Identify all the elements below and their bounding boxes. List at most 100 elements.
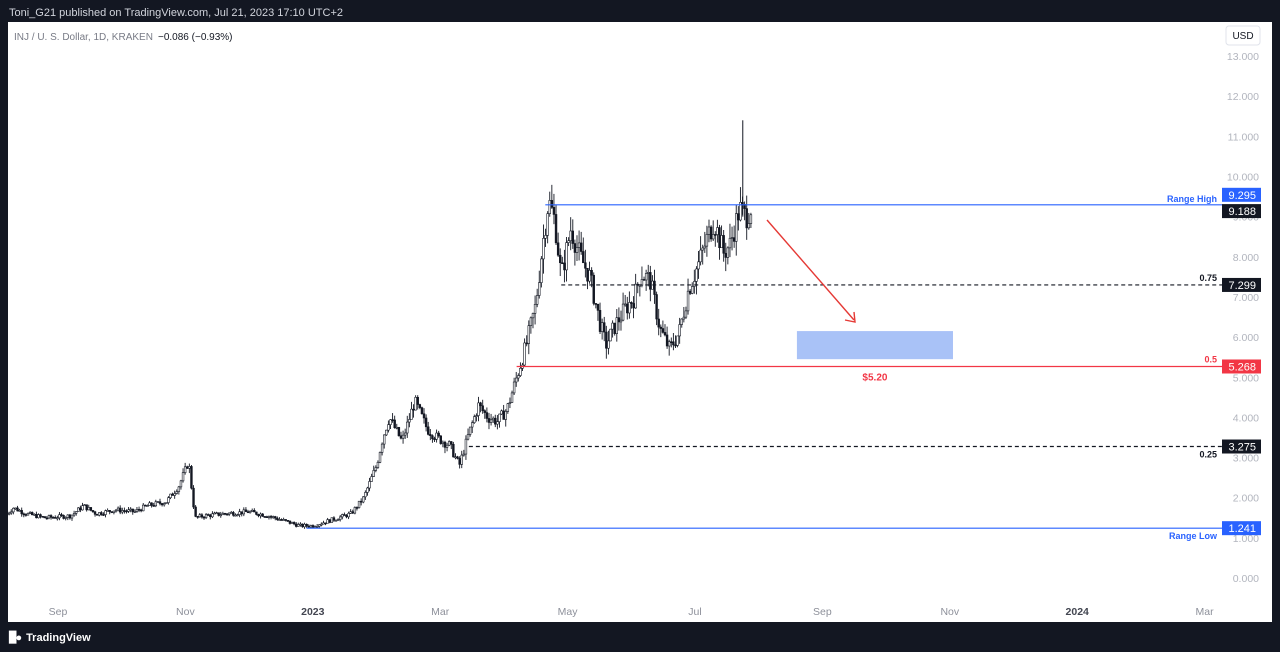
chart-canvas[interactable]: INJ / U. S. Dollar, 1D, KRAKEN −0.086 (−… bbox=[5, 22, 1272, 622]
candle-body bbox=[621, 303, 625, 321]
candle-body bbox=[389, 419, 392, 425]
candle-body bbox=[209, 514, 212, 518]
y-tick-label: 6.000 bbox=[1233, 332, 1259, 344]
candle-body bbox=[165, 502, 168, 504]
candle-body bbox=[89, 507, 93, 511]
candle-body bbox=[47, 515, 51, 519]
candle-body bbox=[563, 262, 566, 271]
candle-body bbox=[676, 335, 679, 346]
candle-body bbox=[437, 432, 440, 437]
candle-body bbox=[697, 261, 700, 270]
candle-body bbox=[663, 332, 667, 336]
candle-body bbox=[487, 418, 491, 423]
candle-body bbox=[466, 434, 470, 440]
y-tick-label: 0.000 bbox=[1233, 573, 1259, 585]
candle-body bbox=[135, 509, 139, 512]
candle-body bbox=[211, 513, 214, 518]
candle-body bbox=[403, 432, 407, 436]
candle-body bbox=[709, 226, 713, 240]
candle-body bbox=[703, 245, 707, 249]
candle-body bbox=[66, 514, 70, 518]
candle-body bbox=[535, 295, 539, 305]
candle-body bbox=[613, 322, 616, 334]
candle-body bbox=[626, 303, 629, 314]
candle-body bbox=[112, 510, 116, 513]
chart-panel[interactable]: INJ / U. S. Dollar, 1D, KRAKEN −0.086 (−… bbox=[5, 22, 1272, 622]
candle-body bbox=[45, 517, 49, 520]
candle-body bbox=[326, 519, 329, 524]
candle-body bbox=[116, 507, 120, 511]
candle-body bbox=[615, 317, 618, 334]
candle-body bbox=[240, 511, 243, 515]
candle-body bbox=[701, 247, 704, 251]
candle-body bbox=[339, 516, 342, 520]
candle-body bbox=[238, 511, 241, 515]
publish-info: Toni_G21 published on TradingView.com, J… bbox=[9, 7, 343, 19]
candle-body bbox=[483, 410, 486, 413]
candle-body bbox=[718, 227, 721, 248]
candle-body bbox=[456, 456, 459, 459]
currency-button[interactable]: USD bbox=[1225, 25, 1261, 46]
candle-body bbox=[533, 304, 537, 314]
candle-body bbox=[728, 237, 732, 249]
candle-body bbox=[190, 466, 193, 489]
x-tick-label: Mar bbox=[431, 606, 450, 618]
candle-body bbox=[125, 510, 128, 513]
candle-body bbox=[173, 493, 176, 496]
candle-body bbox=[498, 413, 501, 422]
candle-body bbox=[355, 507, 359, 509]
x-tick-label: Mar bbox=[1196, 606, 1215, 618]
candle-body bbox=[139, 509, 143, 512]
candle-body bbox=[221, 513, 225, 516]
candle-body bbox=[30, 512, 34, 516]
candle-body bbox=[22, 513, 26, 516]
candle-body bbox=[334, 519, 338, 522]
candle-body bbox=[297, 524, 300, 527]
candle-body bbox=[737, 213, 740, 221]
candle-body bbox=[261, 513, 264, 517]
candle-body bbox=[39, 514, 42, 517]
candle-body bbox=[121, 510, 124, 513]
candle-body bbox=[253, 509, 256, 513]
candle-body bbox=[198, 514, 202, 518]
candle-body bbox=[596, 303, 600, 311]
tv-logo-icon: ▉● bbox=[9, 632, 22, 644]
candle-body bbox=[416, 396, 419, 405]
candle-body bbox=[439, 435, 442, 444]
candle-body bbox=[301, 523, 304, 528]
candle-body bbox=[605, 331, 608, 349]
candle-body bbox=[202, 516, 206, 519]
candle-body bbox=[102, 514, 105, 516]
candle-body bbox=[642, 279, 646, 281]
price-tag-text-range_low: 1.241 bbox=[1228, 523, 1256, 535]
candle-body bbox=[655, 294, 658, 320]
candle-body bbox=[171, 493, 174, 496]
price-labels: Range High 9.295 0.75 7.299 0.5 5.268 0.25 3.27… bbox=[1167, 187, 1261, 541]
candle-body bbox=[137, 509, 141, 511]
candle-body bbox=[383, 434, 386, 445]
currency-label: USD bbox=[1232, 31, 1253, 42]
candle-body bbox=[91, 510, 95, 513]
level-label-range_high: Range High bbox=[1167, 194, 1217, 204]
candle-body bbox=[745, 208, 748, 229]
candle-body bbox=[412, 408, 415, 411]
candle-body bbox=[313, 526, 317, 528]
candle-body bbox=[26, 513, 30, 516]
candle-body bbox=[72, 513, 76, 516]
symbol-legend: INJ / U. S. Dollar, 1D, KRAKEN bbox=[14, 32, 153, 43]
candle-body bbox=[714, 234, 717, 236]
candle-body bbox=[274, 516, 277, 519]
candle-body bbox=[443, 441, 447, 448]
candle-body bbox=[133, 510, 137, 513]
down-arrow-icon bbox=[766, 219, 856, 323]
candle-body bbox=[525, 342, 528, 345]
candle-body bbox=[575, 247, 579, 253]
x-tick-label: Nov bbox=[940, 606, 959, 618]
candle-body bbox=[508, 402, 512, 404]
candle-body bbox=[347, 513, 350, 518]
candle-body bbox=[546, 213, 549, 236]
candle-body bbox=[691, 286, 694, 294]
candle-body bbox=[79, 507, 82, 511]
candle-body bbox=[146, 505, 149, 507]
candle-body bbox=[60, 514, 63, 516]
